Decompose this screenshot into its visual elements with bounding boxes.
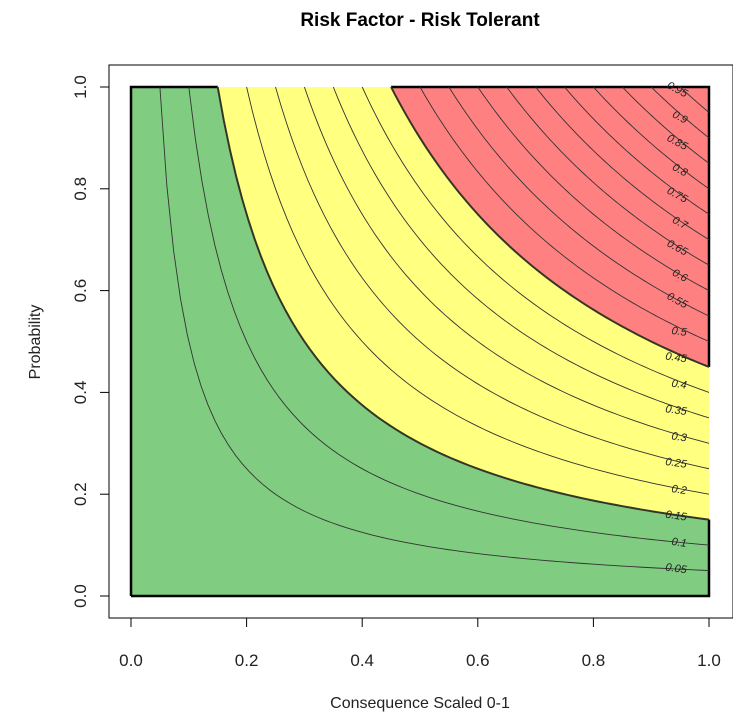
risk-zone-low xyxy=(131,87,709,596)
x-tick-label: 0.8 xyxy=(582,651,606,670)
y-axis-label: Probability xyxy=(27,305,44,380)
risk-zone-high xyxy=(391,87,709,367)
chart-title: Risk Factor - Risk Tolerant xyxy=(300,10,540,31)
contour-label: 0.3 xyxy=(671,430,689,444)
x-tick-label: 0.2 xyxy=(235,651,259,670)
high-zone-border xyxy=(391,85,711,367)
risk-zone-medium xyxy=(217,87,709,520)
contour-label: 0.4 xyxy=(671,378,688,392)
contour-lines xyxy=(159,86,710,571)
contour-line xyxy=(593,86,710,190)
risk-zones xyxy=(129,85,711,598)
contour-line xyxy=(419,86,710,342)
contour-line xyxy=(650,86,710,139)
contour-label: 0.45 xyxy=(665,350,689,365)
contour-line xyxy=(679,86,710,113)
axes: 0.0 0.2 0.4 0.6 0.8 1.0 0.0 0.2 0.4 0.6 0.8 1.0 xyxy=(71,75,721,670)
contour-line xyxy=(390,86,710,368)
y-tick-label: 0.8 xyxy=(71,177,90,201)
x-tick-label: 1.0 xyxy=(697,651,721,670)
contour-line xyxy=(448,86,710,317)
contour-line xyxy=(535,86,710,241)
y-tick-label: 0.0 xyxy=(71,584,90,608)
x-tick-label: 0.4 xyxy=(350,651,374,670)
contour-line xyxy=(477,86,710,291)
contour-label: 0.1 xyxy=(671,536,688,550)
y-tick-label: 0.2 xyxy=(71,482,90,506)
contour-line xyxy=(159,86,710,571)
contour-label: 0.15 xyxy=(665,509,689,524)
contour-line xyxy=(217,86,710,521)
contour-line xyxy=(275,86,710,470)
x-tick-label: 0.6 xyxy=(466,651,490,670)
contour-line xyxy=(332,86,710,419)
x-tick-label: 0.0 xyxy=(119,651,143,670)
contour-line xyxy=(246,86,710,495)
contour-line xyxy=(361,86,710,393)
y-tick-label: 1.0 xyxy=(71,75,90,99)
contour-label: 0.05 xyxy=(665,561,689,576)
contour-line xyxy=(564,86,710,215)
contour-line xyxy=(621,86,710,164)
y-tick-label: 0.6 xyxy=(71,279,90,303)
y-tick-label: 0.4 xyxy=(71,381,90,405)
contour-line xyxy=(303,86,710,444)
contour-label: 0.35 xyxy=(665,403,689,418)
x-axis-label: Consequence Scaled 0-1 xyxy=(330,695,510,712)
contour-label: 0.5 xyxy=(671,325,689,339)
contour-label: 0.2 xyxy=(671,483,688,497)
contour-line xyxy=(506,86,710,266)
contour-line xyxy=(188,86,710,546)
contour-label: 0.25 xyxy=(665,456,689,471)
